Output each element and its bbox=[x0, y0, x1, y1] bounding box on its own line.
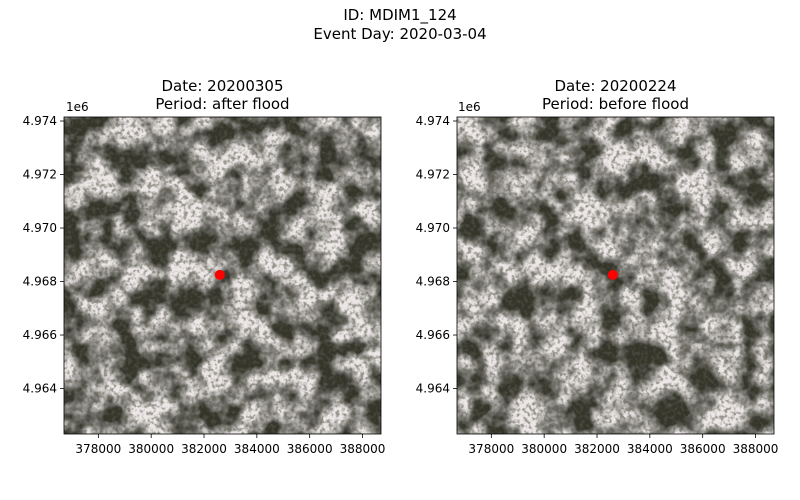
left-y-tick-label: 4.970 bbox=[23, 221, 57, 235]
right-event-location-marker bbox=[607, 269, 618, 280]
right-y-tick-label: 4.972 bbox=[416, 168, 450, 182]
axis-ticks: 4.974 4.972 4.970 4.968 4.966 4.964 378000 3800… bbox=[23, 114, 779, 456]
right-satellite-image bbox=[457, 117, 774, 434]
right-x-tick-label: 380000 bbox=[521, 442, 567, 456]
left-x-tick-label: 378000 bbox=[75, 442, 121, 456]
right-y-tick-label: 4.964 bbox=[416, 382, 450, 396]
right-y-tick-label: 4.970 bbox=[416, 221, 450, 235]
right-y-tick-label: 4.968 bbox=[416, 275, 450, 289]
right-x-tick-label: 386000 bbox=[680, 442, 726, 456]
right-x-tick-label: 382000 bbox=[574, 442, 620, 456]
left-y-tick-label: 4.964 bbox=[23, 382, 57, 396]
left-event-location-marker bbox=[214, 269, 225, 280]
left-x-tick-label: 382000 bbox=[181, 442, 227, 456]
right-panel-date: Date: 20200224 bbox=[554, 77, 677, 95]
left-y-tick-label: 4.972 bbox=[23, 168, 57, 182]
left-y-offset-label: 1e6 bbox=[66, 100, 89, 114]
right-x-tick-label: 378000 bbox=[468, 442, 514, 456]
left-x-tick-label: 386000 bbox=[287, 442, 333, 456]
right-y-tick-label: 4.974 bbox=[416, 114, 450, 128]
left-y-tick-label: 4.974 bbox=[23, 114, 57, 128]
left-x-tick-label: 388000 bbox=[340, 442, 386, 456]
left-panel-period: Period: after flood bbox=[155, 95, 290, 113]
left-x-tick-label: 380000 bbox=[128, 442, 174, 456]
left-y-tick-label: 4.968 bbox=[23, 275, 57, 289]
right-x-tick-label: 388000 bbox=[733, 442, 779, 456]
figure-id-line: ID: MDIM1_124 bbox=[343, 6, 457, 24]
left-panel-date: Date: 20200305 bbox=[161, 77, 284, 95]
right-y-tick-label: 4.966 bbox=[416, 328, 450, 342]
right-y-offset-label: 1e6 bbox=[458, 100, 481, 114]
figure-title: ID: MDIM1_124 Event Day: 2020-03-04 bbox=[0, 6, 800, 44]
left-axes-frame bbox=[63, 116, 382, 435]
left-y-tick-label: 4.966 bbox=[23, 328, 57, 342]
right-x-tick-label: 384000 bbox=[627, 442, 673, 456]
figure-event-line: Event Day: 2020-03-04 bbox=[313, 25, 487, 43]
left-x-tick-label: 384000 bbox=[234, 442, 280, 456]
left-panel-title: Date: 20200305 Period: after flood bbox=[64, 77, 381, 113]
right-panel-title: Date: 20200224 Period: before flood bbox=[457, 77, 774, 113]
right-panel-period: Period: before flood bbox=[542, 95, 689, 113]
right-axes-frame bbox=[456, 116, 775, 435]
event-markers bbox=[214, 269, 618, 280]
